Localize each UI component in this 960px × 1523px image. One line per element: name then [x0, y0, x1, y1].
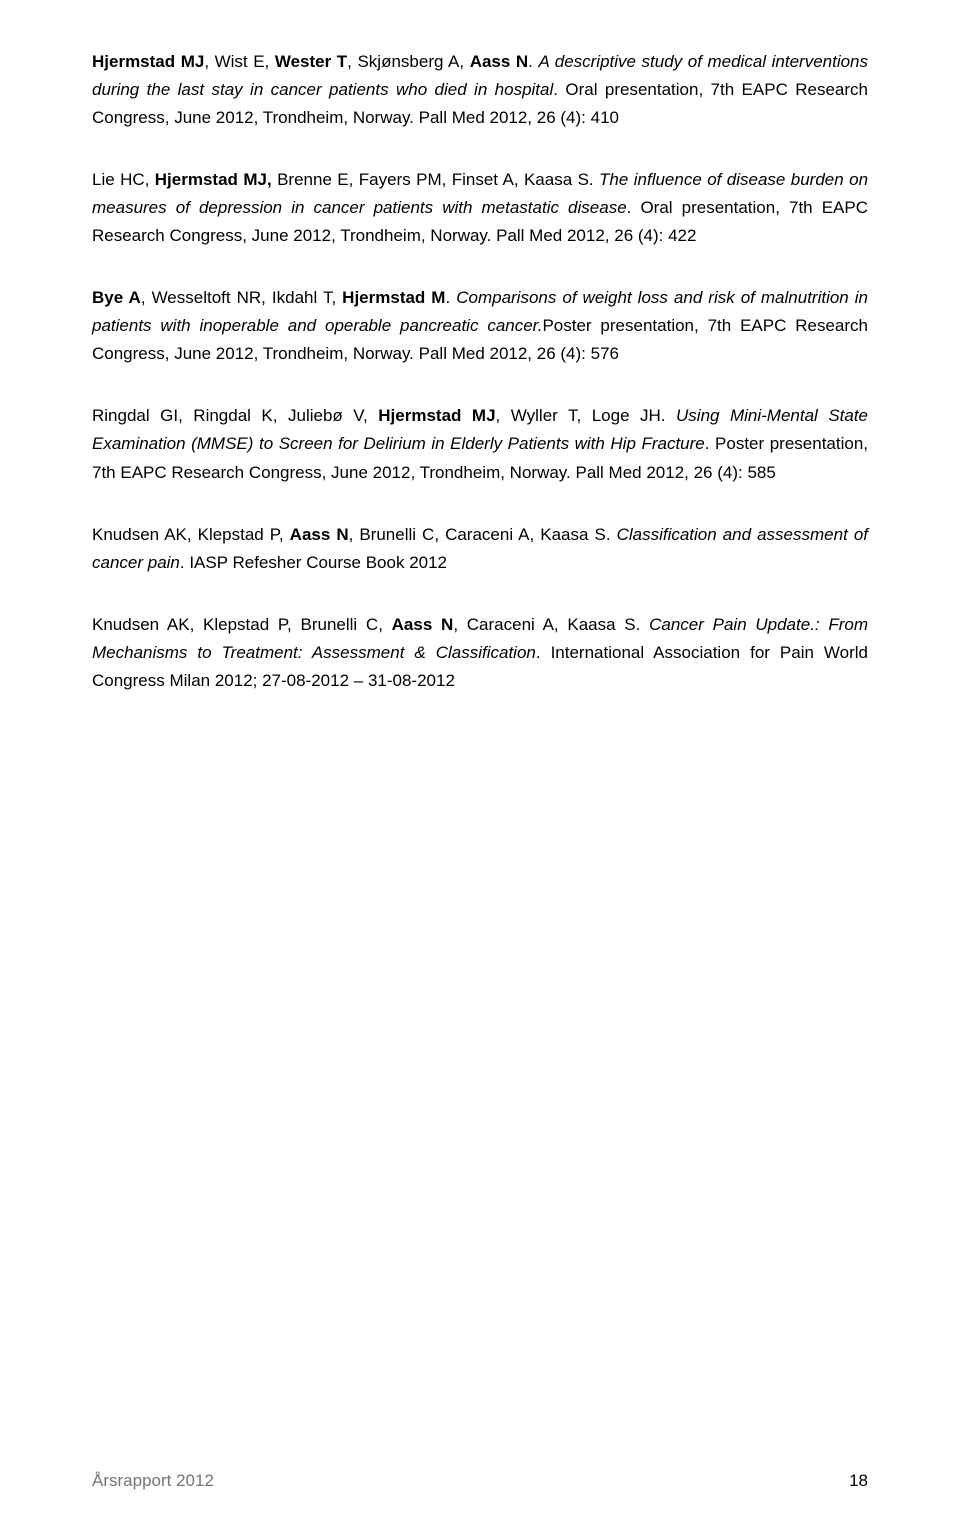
text-run: , Wist E, — [204, 52, 275, 71]
reference-paragraph: Bye A, Wesseltoft NR, Ikdahl T, Hjermsta… — [92, 284, 868, 368]
text-run: Brenne E, Fayers PM, Finset A, Kaasa S. — [272, 170, 599, 189]
author-bold: Aass N — [290, 525, 349, 544]
author-bold: Hjermstad MJ, — [155, 170, 272, 189]
text-run: Knudsen AK, Klepstad P, — [92, 525, 290, 544]
text-run: . IASP Refesher Course Book 2012 — [180, 553, 447, 572]
author-bold: Hjermstad M — [342, 288, 445, 307]
author-bold: Hjermstad MJ — [92, 52, 204, 71]
author-bold: Bye A — [92, 288, 141, 307]
author-bold: Hjermstad MJ — [378, 406, 495, 425]
text-run: . — [528, 52, 538, 71]
footer-report-title: Årsrapport 2012 — [92, 1467, 214, 1495]
author-bold: Wester T — [275, 52, 347, 71]
text-run: , Brunelli C, Caraceni A, Kaasa S. — [349, 525, 617, 544]
author-bold: Aass N — [392, 615, 454, 634]
reference-paragraph: Knudsen AK, Klepstad P, Aass N, Brunelli… — [92, 521, 868, 577]
text-run: , Caraceni A, Kaasa S. — [453, 615, 649, 634]
page-footer: Årsrapport 2012 18 — [92, 1467, 868, 1495]
text-run: . — [445, 288, 456, 307]
text-run: , Wyller T, Loge JH. — [496, 406, 676, 425]
text-run: Ringdal GI, Ringdal K, Juliebø V, — [92, 406, 378, 425]
text-run: Lie HC, — [92, 170, 155, 189]
footer-page-number: 18 — [849, 1467, 868, 1495]
reference-paragraph: Ringdal GI, Ringdal K, Juliebø V, Hjerms… — [92, 402, 868, 486]
reference-paragraph: Knudsen AK, Klepstad P, Brunelli C, Aass… — [92, 611, 868, 695]
reference-paragraph: Lie HC, Hjermstad MJ, Brenne E, Fayers P… — [92, 166, 868, 250]
text-run: , Skjønsberg A, — [347, 52, 470, 71]
author-bold: Aass N — [470, 52, 528, 71]
document-body: Hjermstad MJ, Wist E, Wester T, Skjønsbe… — [92, 48, 868, 695]
text-run: Knudsen AK, Klepstad P, Brunelli C, — [92, 615, 392, 634]
reference-paragraph: Hjermstad MJ, Wist E, Wester T, Skjønsbe… — [92, 48, 868, 132]
text-run: , Wesseltoft NR, Ikdahl T, — [141, 288, 342, 307]
